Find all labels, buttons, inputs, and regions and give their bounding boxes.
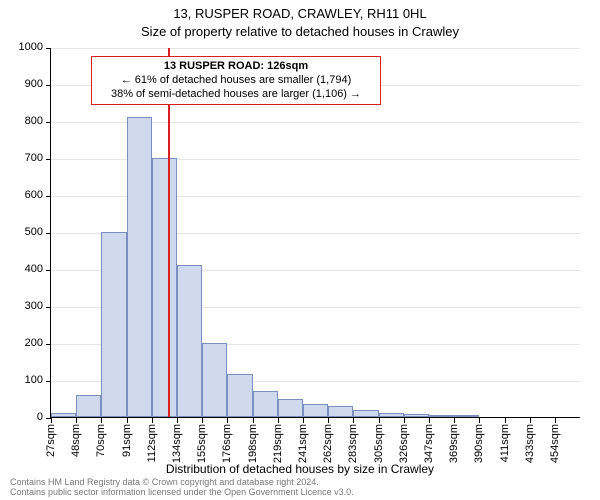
x-tick-label: 219sqm bbox=[272, 424, 284, 463]
attribution-footer: Contains HM Land Registry data © Crown c… bbox=[10, 478, 354, 498]
x-tick-label: 134sqm bbox=[171, 424, 183, 463]
x-tick-label: 305sqm bbox=[373, 424, 385, 463]
x-tick-label: 433sqm bbox=[524, 424, 536, 463]
page-title: 13, RUSPER ROAD, CRAWLEY, RH11 0HL bbox=[0, 6, 600, 21]
x-tick-label: 241sqm bbox=[297, 424, 309, 463]
histogram-bar bbox=[353, 410, 378, 417]
x-tick-label: 155sqm bbox=[196, 424, 208, 463]
histogram-bar bbox=[227, 374, 252, 417]
annotation-line-1: 13 RUSPER ROAD: 126sqm bbox=[98, 60, 374, 74]
x-axis-label: Distribution of detached houses by size … bbox=[0, 462, 600, 476]
histogram-bar bbox=[101, 232, 126, 417]
histogram-bar bbox=[379, 413, 404, 417]
histogram-bar bbox=[51, 413, 76, 417]
x-tick-label: 283sqm bbox=[347, 424, 359, 463]
histogram-plot: 0100200300400500600700800900100027sqm48s… bbox=[50, 48, 580, 418]
annotation-line-2: ← 61% of detached houses are smaller (1,… bbox=[98, 74, 374, 88]
histogram-bar bbox=[253, 391, 278, 417]
page-subtitle: Size of property relative to detached ho… bbox=[0, 24, 600, 39]
x-tick-label: 390sqm bbox=[473, 424, 485, 463]
histogram-bar bbox=[202, 343, 227, 417]
x-tick-label: 70sqm bbox=[95, 424, 107, 457]
y-tick-label: 600 bbox=[25, 189, 43, 201]
x-tick-label: 369sqm bbox=[448, 424, 460, 463]
y-tick-label: 100 bbox=[25, 374, 43, 386]
y-tick-label: 0 bbox=[37, 411, 43, 423]
x-tick-label: 91sqm bbox=[121, 424, 133, 457]
y-tick-label: 400 bbox=[25, 263, 43, 275]
x-tick-label: 48sqm bbox=[70, 424, 82, 457]
x-tick-label: 411sqm bbox=[499, 424, 511, 462]
y-tick-label: 700 bbox=[25, 152, 43, 164]
x-tick-label: 112sqm bbox=[146, 424, 158, 462]
y-tick-label: 300 bbox=[25, 300, 43, 312]
x-tick-label: 198sqm bbox=[247, 424, 259, 463]
y-tick-label: 800 bbox=[25, 115, 43, 127]
histogram-bar bbox=[278, 399, 303, 418]
y-tick-label: 900 bbox=[25, 78, 43, 90]
histogram-bar bbox=[152, 158, 177, 417]
y-tick-label: 1000 bbox=[19, 41, 43, 53]
histogram-bar bbox=[76, 395, 101, 417]
annotation-line-3: 38% of semi-detached houses are larger (… bbox=[98, 88, 374, 102]
x-tick-label: 27sqm bbox=[45, 424, 57, 457]
histogram-bar bbox=[429, 415, 454, 417]
x-tick-label: 176sqm bbox=[221, 424, 233, 463]
histogram-bar bbox=[303, 404, 328, 417]
histogram-bar bbox=[127, 117, 152, 417]
y-tick-label: 200 bbox=[25, 337, 43, 349]
x-tick-label: 326sqm bbox=[398, 424, 410, 463]
footer-line-2: Contains public sector information licen… bbox=[10, 488, 354, 498]
x-tick-label: 347sqm bbox=[423, 424, 435, 463]
histogram-bar bbox=[177, 265, 202, 417]
histogram-bar bbox=[328, 406, 353, 417]
annotation-box: 13 RUSPER ROAD: 126sqm← 61% of detached … bbox=[91, 56, 381, 105]
x-tick-label: 262sqm bbox=[322, 424, 334, 463]
page: 13, RUSPER ROAD, CRAWLEY, RH11 0HL Size … bbox=[0, 0, 600, 500]
histogram-bar bbox=[454, 415, 479, 417]
grid-line bbox=[51, 48, 580, 49]
histogram-bar bbox=[404, 414, 429, 417]
y-tick-label: 500 bbox=[25, 226, 43, 238]
x-tick-label: 454sqm bbox=[549, 424, 561, 463]
